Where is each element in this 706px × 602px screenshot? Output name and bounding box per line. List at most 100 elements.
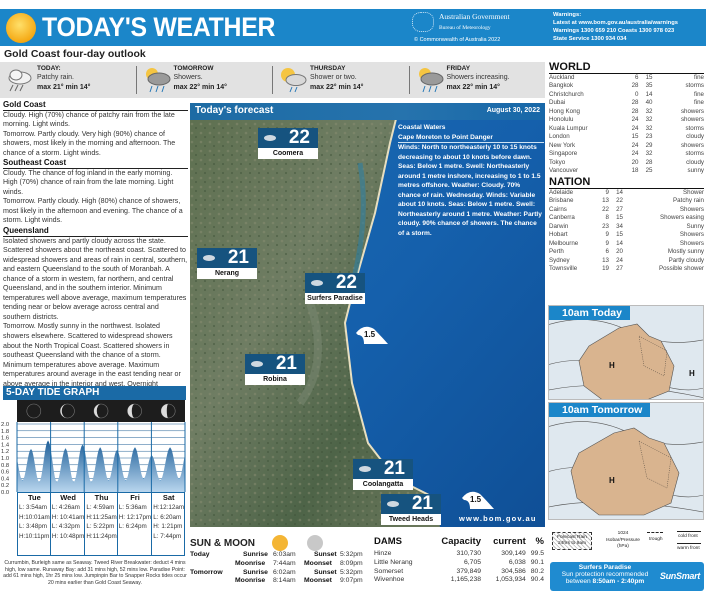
- coastal-title: Coastal Waters: [398, 124, 446, 131]
- city: Cairns: [549, 205, 567, 213]
- y-tick-label: 0.0: [1, 490, 9, 495]
- map-date: August 30, 2022: [486, 107, 540, 114]
- synoptic-chart: H: [549, 421, 703, 516]
- tide-point: [116, 450, 118, 451]
- wave-icon: [356, 326, 388, 344]
- moon-crescent: [161, 404, 169, 418]
- city-row: Townsville 19 27 Possible shower: [549, 265, 704, 273]
- dams-header: DAMS: [374, 536, 402, 547]
- tide-time: L: 6:24pm: [118, 523, 147, 531]
- moonset-time: 9:07pm: [340, 577, 363, 585]
- sunset-label: Sunset: [314, 551, 337, 558]
- conditions: storms: [685, 82, 704, 90]
- tide-chart: 2.01.81.61.41.21.00.80.60.40.20.0: [1, 400, 186, 495]
- tide-time: L: 7:44pm: [153, 532, 182, 540]
- heading-queensland: Queensland: [3, 226, 188, 237]
- min-temp: 24: [631, 116, 639, 124]
- dam-current: 304,586: [501, 567, 526, 575]
- tide-day-column: Fri L: 5:36am H: 12:17pm L: 6:24pm: [118, 493, 153, 555]
- map-label: 10am Tomorrow: [549, 403, 651, 417]
- city: Hong Kong: [549, 107, 580, 115]
- city-row: Kuala Lumpur 24 32 storms: [549, 125, 704, 133]
- city: Sydney: [549, 256, 570, 264]
- world-title: WORLD: [549, 62, 704, 74]
- day-desc: Patchy rain.: [37, 74, 74, 81]
- location-surfers-paradise: 22 Surfers Paradise: [305, 273, 365, 304]
- moon-crescent: [60, 404, 68, 418]
- min-temp: 28: [631, 107, 639, 115]
- warnings-block: Warnings: Latest at www.bom.gov.au/austr…: [553, 11, 678, 43]
- bom-url[interactable]: www.bom.gov.au: [459, 514, 537, 523]
- map-header: Today's forecast August 30, 2022: [190, 103, 545, 120]
- legend-trough: trough: [649, 537, 663, 542]
- dam-percent: 90.1: [530, 558, 544, 566]
- location-tweed-heads: 21 Tweed Heads: [381, 494, 441, 525]
- max-temp: 15: [616, 214, 623, 222]
- conditions: Shower: [683, 189, 704, 196]
- sunsmart-place: Surfers Paradise: [578, 564, 632, 571]
- city-row: New York 24 29 showers: [549, 142, 704, 150]
- tide-time: H:10:01am: [19, 513, 50, 521]
- min-temp: 28: [631, 99, 639, 107]
- outlook-title: Gold Coast four-day outlook: [4, 48, 146, 60]
- sun-cloud-shower-icon: [281, 68, 307, 93]
- min-temp: 18: [631, 166, 639, 174]
- city-row: Auckland 6 15 fine: [549, 74, 704, 82]
- min-temp: 13: [602, 197, 609, 205]
- min-temp: 15: [631, 133, 639, 141]
- outlook-day: FRIDAY Showers increasing. max 22° min 1…: [410, 65, 546, 94]
- min-temp: 0: [635, 90, 639, 98]
- tide-point: [65, 448, 66, 450]
- synoptic-map-today: H H 10am Today: [548, 305, 704, 400]
- min-temp: 20: [631, 158, 639, 166]
- gov-line: Australian Government: [439, 12, 510, 21]
- max-temp: 15: [645, 74, 653, 81]
- day-desc: Showers increasing.: [446, 74, 510, 81]
- tide-point: [108, 479, 109, 481]
- sunrise-time: 6:03am: [273, 551, 296, 558]
- tide-point: [125, 479, 127, 481]
- moonrise-time: 8:14am: [273, 577, 296, 585]
- page-title: TODAY'S WEATHER: [42, 12, 276, 42]
- min-temp: 23: [602, 222, 609, 230]
- day-temps: max 22° min 14°: [310, 84, 364, 91]
- high-pressure-marker: H: [609, 476, 615, 485]
- tide-day-name: Thu: [94, 493, 109, 502]
- max-temp: 27: [616, 205, 623, 213]
- sunset-time: 5:32pm: [340, 551, 363, 558]
- tide-point: [56, 481, 58, 483]
- sunset-label: Sunset: [314, 568, 337, 576]
- min-temp: 6: [605, 248, 609, 256]
- conditions: Showers: [679, 231, 704, 239]
- wave-icon: [462, 491, 494, 509]
- tide-time: H: 12:17pm: [118, 513, 152, 521]
- location-name: Surfers Paradise: [305, 293, 365, 304]
- y-tick-label: 1.6: [1, 436, 9, 442]
- tide-day-name: Wed: [60, 493, 76, 502]
- tide-day-column: Wed L: 4:26am H: 10:41am L: 4:32pm H: 10:48p…: [51, 493, 86, 555]
- city: Hobart: [549, 231, 568, 239]
- y-tick-label: 1.4: [1, 442, 10, 448]
- max-temp: 23: [645, 133, 653, 141]
- tide-day-name: Tue: [28, 493, 41, 502]
- min-temp: 9: [605, 239, 609, 247]
- tide-time: L: 4:32pm: [51, 523, 80, 531]
- sunsmart-between: between: [565, 578, 591, 585]
- tide-time: L: 4:59am: [86, 504, 115, 511]
- conditions: showers: [680, 107, 704, 115]
- dam-row: Somerset 379,849 304,586 80.2: [374, 568, 544, 577]
- tide-time: L: 3:54am: [19, 504, 48, 511]
- location-nerang: 21 Nerang: [197, 248, 257, 279]
- conditions: Partly cloudy: [668, 256, 704, 264]
- warnings-link[interactable]: Latest at www.bom.gov.au/australia/warni…: [553, 20, 678, 26]
- tide-point: [47, 440, 49, 442]
- tide-point: [22, 479, 23, 481]
- conditions: Possible shower: [658, 265, 704, 273]
- day-temps: max 22° min 14°: [446, 84, 500, 91]
- tide-time: H:11:25am: [86, 513, 117, 521]
- max-temp: 25: [645, 166, 653, 174]
- city-row: Vancouver 18 25 sunny: [549, 167, 704, 175]
- trough-symbol: [647, 532, 663, 533]
- sun-cloud-showers-icon: [418, 68, 443, 93]
- shower-cloud-icon: [251, 361, 263, 367]
